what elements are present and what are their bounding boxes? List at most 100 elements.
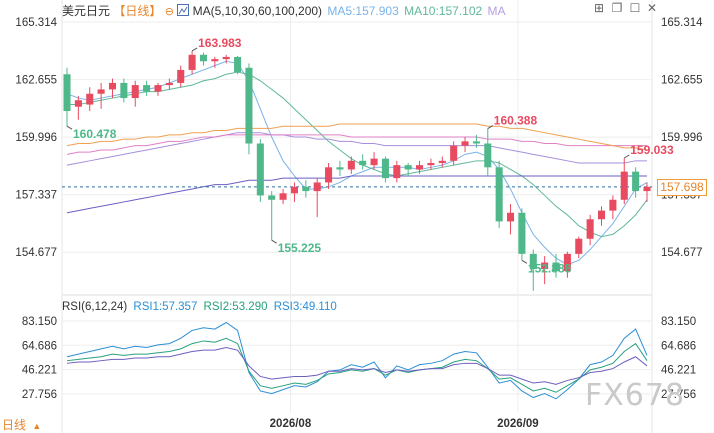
candle-up xyxy=(211,59,219,62)
candle-down xyxy=(268,195,276,200)
candle-up xyxy=(393,165,401,179)
rsi2-value: RSI2:53.290 xyxy=(203,301,268,313)
candle-up xyxy=(279,193,287,200)
time-tick-label: 2026/09 xyxy=(497,418,539,430)
candle-down xyxy=(381,158,389,179)
candle-down xyxy=(143,85,151,92)
candle-down xyxy=(120,82,128,99)
candle-up xyxy=(347,160,355,170)
price-tick-right: 159.996 xyxy=(661,132,703,144)
candle-down xyxy=(336,167,344,170)
ma-line-ma10 xyxy=(67,71,648,238)
candle-down xyxy=(63,74,71,112)
candle-up xyxy=(643,186,651,192)
ma-line-ma5 xyxy=(66,60,648,266)
price-annotations: 163.983 160.478 155.225 160.388 152.888 159.0… xyxy=(66,36,674,275)
candle-up xyxy=(165,82,173,86)
price-tick-right: 154.677 xyxy=(661,247,703,259)
chart-grid xyxy=(61,0,653,433)
rsi-tick-left: 64.686 xyxy=(22,340,57,352)
annotation-pointer xyxy=(521,259,528,264)
rsi-header: RSI(6,12,24) RSI1:57.357 RSI2:53.290 RSI… xyxy=(62,301,337,313)
candle-down xyxy=(302,186,310,192)
rsi1-value: RSI1:57.357 xyxy=(133,301,198,313)
ma-toggle-icon[interactable] xyxy=(177,4,190,16)
candle-down xyxy=(518,212,526,254)
rsi-tick-right: 83.150 xyxy=(661,316,696,328)
candle-up xyxy=(620,171,628,200)
ma-line-ma60 xyxy=(66,134,647,155)
annotation-pointer xyxy=(191,47,198,52)
moving-average-lines xyxy=(66,60,648,266)
candle-down xyxy=(256,143,264,196)
price-tick-right: 162.655 xyxy=(661,75,703,87)
candle-up xyxy=(461,141,469,146)
candle-down xyxy=(359,160,367,166)
candle-down xyxy=(632,171,640,192)
maximize-icon[interactable]: ☐ xyxy=(629,1,641,15)
candle-up xyxy=(290,186,298,194)
ma-line-ma200 xyxy=(66,175,647,214)
candle-up xyxy=(427,162,435,166)
ma-chart-icon xyxy=(178,6,188,15)
price-tick-left: 165.314 xyxy=(15,17,57,29)
candle-up xyxy=(97,89,105,94)
rsi-label[interactable]: RSI(6,12,24) xyxy=(62,301,128,313)
candle-down xyxy=(495,167,503,222)
candle-down xyxy=(404,165,412,170)
dropdown-caret-icon: ▲ xyxy=(32,421,42,431)
candle-up xyxy=(575,238,583,254)
annotation-label: 160.478 xyxy=(73,127,117,141)
rsi-line-rsi3 xyxy=(66,347,648,385)
ma10-value: MA10:157.102 xyxy=(404,4,483,18)
candle-up xyxy=(507,212,515,222)
candle-down xyxy=(484,143,492,168)
candle-up xyxy=(313,182,321,192)
rsi-tick-left: 27.756 xyxy=(22,389,57,401)
rsi-tick-right: 27.756 xyxy=(661,389,696,401)
candle-down xyxy=(552,262,560,272)
candle-down xyxy=(199,54,207,62)
ma5-value: MA5:157.903 xyxy=(327,4,399,18)
rsi-line-rsi1 xyxy=(66,321,648,400)
settings-icon[interactable]: ⊖ xyxy=(164,5,174,18)
rsi-lines xyxy=(66,321,648,400)
candle-up xyxy=(370,158,378,166)
candle-up xyxy=(108,82,117,90)
annotation-label: 152.888 xyxy=(528,261,572,275)
annotation-pointer xyxy=(487,125,494,130)
annotation-pointer xyxy=(623,154,630,159)
annotation-label: 160.388 xyxy=(494,114,538,128)
candle-up xyxy=(177,69,185,83)
price-tick-left: 157.337 xyxy=(15,190,57,202)
annotation-pointer xyxy=(271,239,277,244)
candle-up xyxy=(74,100,82,107)
ma-line-ma100 xyxy=(66,123,648,151)
axis-labels: 165.314 165.314 162.655 162.655 159.996 159.9… xyxy=(15,17,703,430)
grid-icon[interactable]: ⊞ xyxy=(593,1,605,15)
candle-up xyxy=(416,165,424,170)
candle-up xyxy=(586,219,594,239)
ma-line-ma30 xyxy=(66,132,647,166)
candle-up xyxy=(450,145,458,161)
annotation-label: 155.225 xyxy=(278,241,322,255)
ma-parameters[interactable]: MA(5,10,30,60,100,200) xyxy=(192,4,323,18)
candle-down xyxy=(245,67,253,144)
current-price-tag: 157.698 xyxy=(657,179,707,196)
rsi-tick-left: 83.150 xyxy=(22,316,57,328)
candle-up xyxy=(597,210,606,220)
candle-down xyxy=(472,141,480,144)
period-button[interactable]: 日线 ▲ xyxy=(2,416,41,433)
candle-up xyxy=(438,160,446,163)
rsi3-value: RSI3:49.110 xyxy=(273,301,337,313)
restore-icon[interactable]: ❐ xyxy=(611,1,623,15)
candle-up xyxy=(86,93,94,105)
candle-down xyxy=(529,253,537,270)
price-tick-left: 159.996 xyxy=(15,132,57,144)
candle-up xyxy=(188,54,196,70)
period-selector[interactable]: 【日线】 xyxy=(113,4,162,18)
close-icon[interactable]: ✕ xyxy=(646,1,658,15)
rsi-tick-left: 46.221 xyxy=(22,365,57,377)
candle-up xyxy=(609,199,617,211)
